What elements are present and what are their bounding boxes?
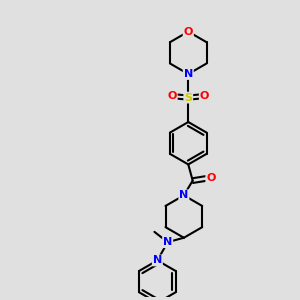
Text: O: O: [167, 91, 177, 101]
Text: O: O: [184, 27, 193, 37]
Text: O: O: [206, 173, 216, 183]
Text: O: O: [200, 91, 209, 101]
Text: N: N: [179, 190, 188, 200]
Text: S: S: [184, 93, 192, 103]
Text: N: N: [153, 255, 162, 266]
Text: N: N: [163, 237, 172, 247]
Text: N: N: [184, 69, 193, 79]
